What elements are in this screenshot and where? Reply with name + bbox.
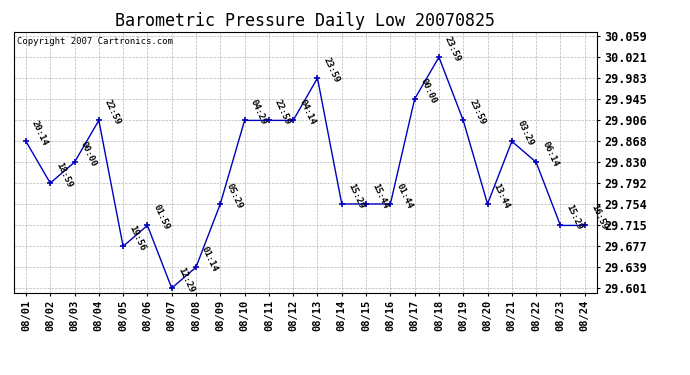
Text: 06:14: 06:14	[540, 140, 560, 168]
Text: 18:59: 18:59	[55, 161, 74, 189]
Text: 22:59: 22:59	[103, 98, 123, 127]
Text: 03:29: 03:29	[516, 119, 535, 147]
Text: 15:44: 15:44	[371, 182, 390, 210]
Text: 01:59: 01:59	[152, 203, 171, 232]
Text: 04:14: 04:14	[297, 98, 317, 127]
Text: 16:59: 16:59	[589, 203, 609, 232]
Text: 23:59: 23:59	[443, 35, 462, 63]
Text: 19:56: 19:56	[127, 224, 147, 252]
Text: 00:00: 00:00	[419, 77, 438, 105]
Text: 23:59: 23:59	[322, 56, 341, 84]
Text: 00:00: 00:00	[79, 140, 98, 168]
Text: 15:29: 15:29	[564, 203, 584, 232]
Text: Copyright 2007 Cartronics.com: Copyright 2007 Cartronics.com	[17, 37, 172, 46]
Text: 13:44: 13:44	[492, 182, 511, 210]
Text: 22:59: 22:59	[273, 98, 293, 127]
Text: 05:29: 05:29	[224, 182, 244, 210]
Text: 20:14: 20:14	[30, 119, 50, 147]
Text: 01:14: 01:14	[200, 245, 219, 273]
Text: 12:29: 12:29	[176, 266, 195, 294]
Title: Barometric Pressure Daily Low 20070825: Barometric Pressure Daily Low 20070825	[115, 12, 495, 30]
Text: 04:29: 04:29	[249, 98, 268, 127]
Text: 23:59: 23:59	[467, 98, 487, 127]
Text: 01:44: 01:44	[395, 182, 414, 210]
Text: 15:29: 15:29	[346, 182, 366, 210]
